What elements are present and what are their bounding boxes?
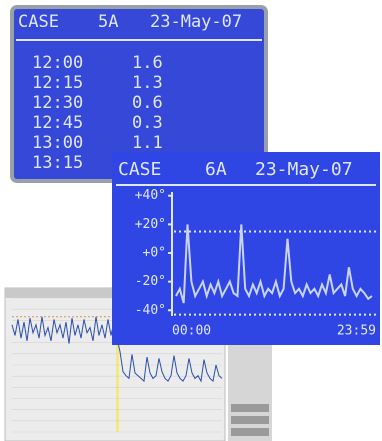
case-label: CASE <box>18 12 59 32</box>
button[interactable] <box>231 428 269 436</box>
y-tick-label: -20° <box>135 274 166 289</box>
time: 12:00 <box>32 53 83 73</box>
lcd-screen: CASE 5A 23-May-07 12:00 1.6 12:15 1.3 12:30 0… <box>10 5 268 183</box>
reading: 0.3 <box>132 113 163 133</box>
time: 12:45 <box>32 113 83 133</box>
y-tick-label: +20° <box>135 217 166 232</box>
y-tick-label: +0° <box>143 246 166 261</box>
y-tick-label: +40° <box>135 188 166 203</box>
x-start-label: 00:00 <box>172 324 211 339</box>
time: 13:15 <box>32 153 83 173</box>
date: 23-May-07 <box>150 12 242 32</box>
reading: 1.3 <box>132 73 163 93</box>
reading: 0.6 <box>132 93 163 113</box>
button-panel <box>228 345 272 441</box>
time: 12:15 <box>32 73 83 93</box>
reading: 1.1 <box>132 133 163 153</box>
case-id: 6A <box>205 159 227 180</box>
lcd-screen: CASE 6A 23-May-07 00:00 23:59 +40° +20° +0… <box>112 152 380 345</box>
button[interactable] <box>231 416 269 424</box>
time: 12:30 <box>32 93 83 113</box>
data-line <box>175 224 373 304</box>
date: 23-May-07 <box>255 159 353 180</box>
case-label: CASE <box>118 159 161 180</box>
case-id: 5A <box>98 12 118 32</box>
time: 13:00 <box>32 133 83 153</box>
reading: 1.6 <box>132 53 163 73</box>
panel <box>228 345 272 441</box>
y-tick-label: -40° <box>135 303 166 318</box>
lcd <box>14 9 264 179</box>
button[interactable] <box>231 404 269 412</box>
x-end-label: 23:59 <box>337 324 376 339</box>
